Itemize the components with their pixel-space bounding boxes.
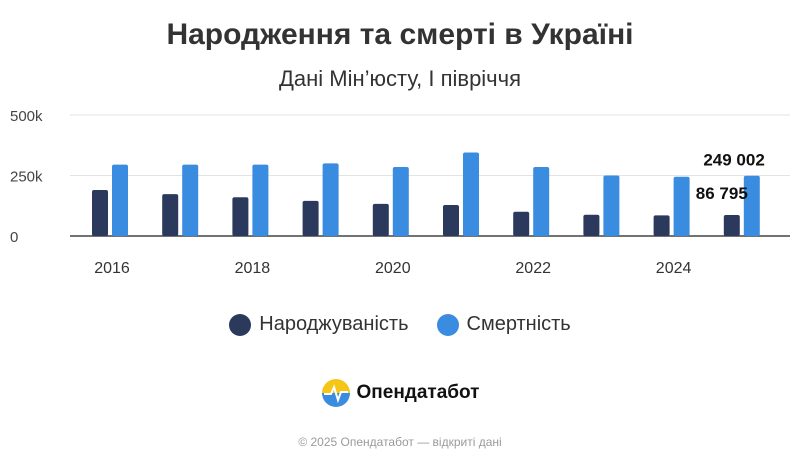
bar-births-2018 [232,197,249,236]
bar-births-2019 [302,200,319,236]
x-tick-label: 2024 [656,260,692,277]
legend-label-births: Народжуваність [259,313,409,335]
bar-deaths-2016 [112,164,128,236]
bar-births-2021 [443,205,459,236]
x-tick-label: 2020 [375,260,411,277]
legend-item-deaths: Смертність [436,313,571,336]
data-label-deaths: 249 002 [703,151,764,170]
bar-births-2022 [513,211,530,236]
legend-item-births: Народжуваність [229,313,409,336]
legend-swatch-deaths [436,313,459,336]
bar-births-2023 [583,214,600,236]
bar-deaths-2024 [673,176,690,236]
brand-name: Опендатабот [356,382,480,403]
bar-deaths-2018 [252,164,269,236]
bar-births-2016 [92,190,108,236]
x-tick-label: 2022 [515,260,551,277]
bar-deaths-2023 [603,175,620,236]
bar-deaths-2022 [533,167,550,236]
bar-deaths-2025 [743,175,760,236]
bar-deaths-2019 [322,163,339,236]
legend-label-deaths: Смертність [466,313,571,335]
x-tick-label: 2018 [235,260,271,277]
bar-chart: 500k 250k 0 2016 2018 2020 2022 2024 249 002 86 7… [10,108,790,277]
bar-births-2017 [162,194,179,236]
legend-swatch-births [229,313,252,336]
x-tick-label: 2016 [94,260,130,277]
bar-births-2025 [723,214,740,236]
bar-deaths-2017 [182,164,199,236]
chart-subtitle: Дані Мін’юсту, І півріччя [278,66,522,91]
y-tick-label: 0 [10,229,18,246]
data-label-births: 86 795 [696,184,748,203]
y-tick-label: 250k [10,169,43,186]
bar-births-2020 [372,203,389,236]
footer-text: © 2025 Опендатабот — відкриті дані [298,435,502,449]
bar-deaths-2020 [392,167,409,236]
opendatabot-logo-icon [321,379,350,407]
y-tick-label: 500k [10,108,43,125]
brand: Опендатабот [0,378,800,408]
bar-births-2024 [653,215,670,236]
legend: Народжуваність Смертність [0,313,800,336]
chart-title: Народження та смерті в Україні [166,18,634,51]
bar-deaths-2021 [463,152,479,236]
